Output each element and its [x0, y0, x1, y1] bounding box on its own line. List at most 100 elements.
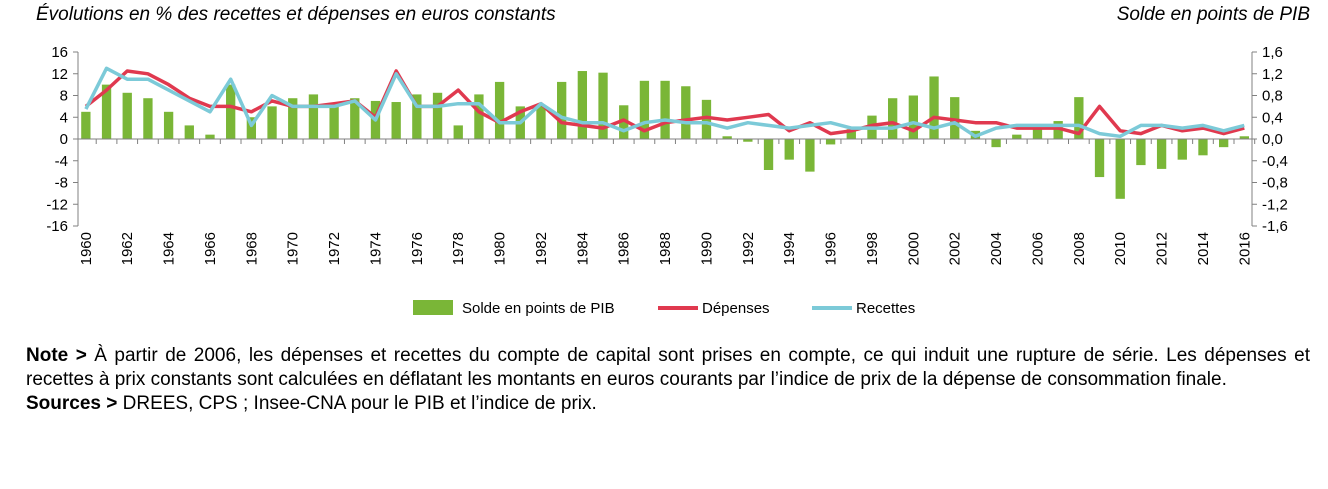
sources-paragraph: Sources > DREES, CPS ; Insee-CNA pour le… — [26, 392, 1310, 416]
legend-swatch-solde — [413, 300, 453, 315]
depenses-line — [84, 69, 1245, 136]
x-tick-label: 1986 — [616, 232, 633, 265]
solde-bar — [101, 84, 112, 139]
x-tick-label: 1980 — [492, 232, 509, 265]
solde-bar — [474, 94, 484, 139]
solde-bar — [1094, 139, 1105, 178]
solde-bar — [991, 139, 1001, 148]
x-tick-label: 1988 — [657, 232, 674, 265]
solde-bar — [246, 117, 257, 139]
solde-bar — [1177, 139, 1187, 160]
solde-bar — [557, 81, 567, 139]
solde-bar — [805, 139, 815, 172]
solde-bar — [1074, 97, 1084, 139]
left-y-tick-label: 8 — [60, 88, 68, 105]
right-y-tick-label: -0,4 — [1262, 153, 1288, 170]
solde-bar — [163, 111, 174, 139]
solde-bar — [660, 80, 670, 139]
solde-bar — [722, 136, 732, 139]
solde-bar — [1136, 139, 1146, 166]
x-tick-label: 1982 — [533, 232, 550, 265]
solde-bar — [825, 139, 836, 145]
solde-bar — [288, 98, 298, 139]
solde-bar — [1032, 125, 1043, 139]
x-tick-label: 1972 — [326, 232, 343, 265]
solde-bar — [1053, 121, 1063, 139]
solde-bar — [267, 106, 277, 139]
left-y-tick-label: -12 — [46, 196, 68, 213]
x-tick-label: 1966 — [202, 232, 219, 265]
solde-bar — [494, 81, 505, 139]
x-tick-label: 2012 — [1154, 232, 1171, 265]
left-y-tick-label: 16 — [51, 44, 68, 61]
right-y-tick-label: -1,2 — [1262, 196, 1288, 213]
solde-bar — [908, 95, 919, 139]
x-tick-label: 2008 — [1071, 232, 1088, 265]
x-tick-label: 1996 — [823, 232, 840, 265]
x-tick-label: 1990 — [698, 232, 715, 265]
solde-bar — [846, 129, 856, 139]
solde-bar — [1012, 134, 1022, 139]
right-y-tick-label: 0,8 — [1262, 88, 1283, 105]
x-tick-label: 2014 — [1195, 232, 1212, 265]
left-y-tick-label: -4 — [55, 153, 68, 170]
solde-bar — [329, 103, 339, 139]
left-y-tick-label: -8 — [55, 175, 68, 192]
solde-bar — [81, 111, 91, 139]
solde-bar — [929, 76, 939, 139]
solde-bar — [577, 71, 588, 139]
legend-label-solde: Solde en points de PIB — [462, 300, 615, 317]
solde-bar — [350, 98, 360, 139]
x-tick-label: 2010 — [1112, 232, 1129, 265]
legend-label-recettes: Recettes — [856, 300, 915, 317]
note-text: À partir de 2006, les dépenses et recett… — [26, 345, 1310, 390]
notes: Note > À partir de 2006, les dépenses et… — [26, 344, 1310, 416]
solde-bar — [681, 86, 691, 139]
x-tick-label: 1974 — [367, 232, 384, 265]
right-y-tick-label: -1,6 — [1262, 218, 1288, 235]
left-y-tick-label: 12 — [51, 66, 68, 83]
x-tick-label: 1984 — [574, 232, 591, 265]
solde-bar — [598, 72, 608, 139]
right-y-tick-label: 1,6 — [1262, 44, 1283, 61]
x-tick-label: 2002 — [947, 232, 964, 265]
solde-bar — [308, 94, 319, 139]
solde-bar — [412, 94, 422, 139]
left-y-tick-label: -16 — [46, 218, 68, 235]
x-tick-label: 1978 — [450, 232, 467, 265]
solde-bar — [1115, 139, 1125, 199]
solde-bar — [619, 105, 629, 139]
recettes-line — [84, 66, 1245, 139]
x-tick-label: 1994 — [781, 232, 798, 265]
legend-label-depenses: Dépenses — [702, 300, 770, 317]
left-y-tick-label: 4 — [60, 109, 68, 126]
solde-bar — [743, 139, 753, 142]
solde-bar — [432, 92, 443, 139]
sources-label: Sources > — [26, 393, 118, 414]
solde-bar — [1198, 139, 1208, 156]
x-tick-label: 1998 — [864, 232, 881, 265]
x-tick-label: 1992 — [740, 232, 757, 265]
right-y-tick-label: 1,2 — [1262, 66, 1283, 83]
x-tick-label: 1962 — [119, 232, 136, 265]
x-tick-label: 1976 — [409, 232, 426, 265]
x-tick-label: 1960 — [78, 232, 95, 265]
solde-bar — [701, 99, 712, 139]
solde-bar — [950, 97, 960, 139]
solde-bar — [763, 139, 774, 170]
solde-bar — [453, 125, 463, 139]
x-tick-label: 2004 — [988, 232, 1005, 265]
note-label: Note > — [26, 345, 87, 366]
right-axis-title: Solde en points de PIB — [1116, 4, 1310, 25]
solde-bar — [226, 84, 236, 139]
x-tick-label: 2016 — [1236, 232, 1253, 265]
right-y-tick-label: -0,8 — [1262, 175, 1288, 192]
left-axis-title: Évolutions en % des recettes et dépenses… — [36, 4, 556, 25]
sources-text: DREES, CPS ; Insee-CNA pour le PIB et l’… — [117, 393, 597, 414]
solde-bar — [1156, 139, 1167, 169]
x-tick-label: 1964 — [161, 232, 178, 265]
note-paragraph: Note > À partir de 2006, les dépenses et… — [26, 344, 1310, 392]
solde-bar — [784, 139, 794, 160]
right-y-tick-label: 0,4 — [1262, 109, 1283, 126]
solde-bar — [888, 98, 898, 139]
